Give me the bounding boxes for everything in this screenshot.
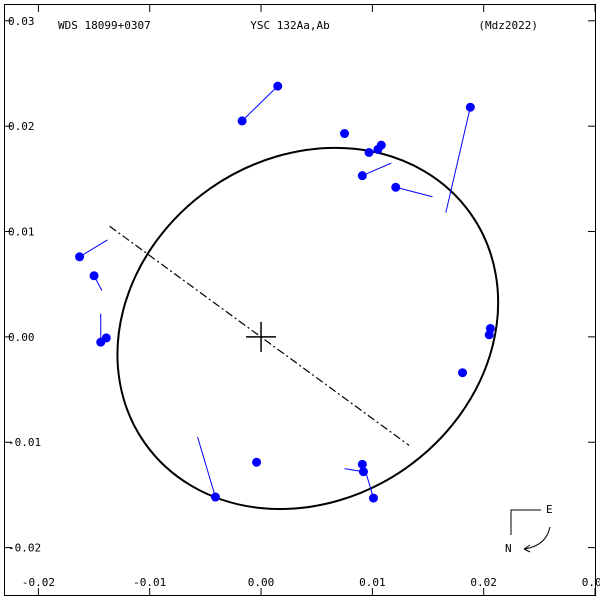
y-tick-label: 0.01 (8, 226, 35, 239)
residual-line (79, 239, 108, 258)
observation-point (357, 171, 367, 181)
header-right: (Mdz2022) (478, 19, 538, 32)
observation-point (75, 252, 85, 262)
residual-line (395, 186, 433, 198)
observation-point (237, 116, 247, 126)
y-tick-label: 0.00 (8, 331, 35, 344)
observation-point (391, 182, 401, 192)
compass: E N (505, 503, 553, 555)
compass-arrowhead (523, 544, 531, 553)
residual-lines (79, 85, 471, 499)
y-tick-label: 0.02 (8, 120, 35, 133)
compass-north-label: N (505, 542, 512, 555)
y-tick-label: -0.01 (8, 436, 41, 449)
orbit-layer (109, 146, 500, 511)
orbit-ellipse (116, 146, 500, 511)
observation-points (75, 81, 495, 503)
x-tick-label: -0.01 (133, 576, 166, 589)
y-tick-label: -0.02 (8, 542, 41, 555)
residual-line (241, 85, 279, 122)
header-center: YSC 132Aa,Ab (250, 19, 329, 32)
observation-point (484, 330, 494, 340)
observation-point (273, 81, 283, 91)
x-tick-label: 0.02 (470, 576, 497, 589)
x-tick-label: -0.02 (22, 576, 55, 589)
residual-line (362, 162, 392, 177)
observation-point (364, 148, 374, 157)
observation-point (340, 129, 350, 139)
plot-frame (4, 4, 596, 596)
observation-point (458, 368, 468, 378)
axis-ticks: -0.02 -0.01 0.00 0.01 0.02 0.03 0.03 0.02 0.01 0.… (5, 5, 600, 595)
observation-point (376, 140, 386, 150)
x-tick-label: 0.01 (359, 576, 386, 589)
observation-point (465, 102, 475, 112)
observation-point (358, 467, 368, 477)
observation-point (252, 457, 262, 467)
x-tick-label: 0.03 (582, 576, 600, 589)
observation-point (101, 333, 111, 343)
observation-point (368, 493, 378, 503)
observation-point (89, 271, 99, 281)
x-tick-label: 0.00 (248, 576, 275, 589)
residual-line (365, 471, 374, 499)
primary-star-marker (246, 321, 277, 352)
observation-point (357, 459, 367, 469)
header-left: WDS 18099+0307 (58, 19, 151, 32)
residual-line (445, 107, 471, 213)
line-of-nodes (109, 225, 410, 446)
y-tick-label: 0.03 (8, 15, 35, 28)
residual-line (197, 436, 216, 498)
compass-arrow (523, 526, 551, 550)
observation-point (210, 492, 220, 502)
compass-east-label: E (546, 503, 553, 516)
compass-east-arm (510, 509, 541, 535)
